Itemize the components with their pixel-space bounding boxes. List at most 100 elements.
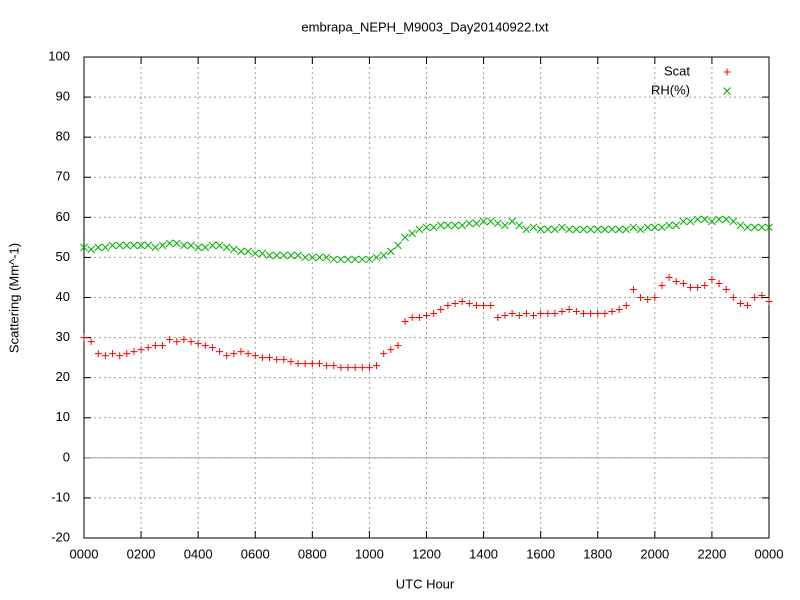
- data-point: [515, 221, 524, 230]
- data-point: [287, 358, 295, 366]
- data-point: [665, 273, 673, 281]
- data-point: [687, 283, 695, 291]
- y-tick-label: 100: [48, 48, 70, 63]
- data-point: [494, 314, 502, 322]
- y-tick-label: 30: [56, 329, 70, 344]
- data-point: [216, 348, 224, 356]
- y-axis-label: Scattering (Mm^-1): [6, 243, 21, 353]
- data-point: [522, 310, 530, 318]
- data-point: [694, 283, 702, 291]
- data-point: [465, 219, 474, 228]
- data-point: [280, 356, 288, 364]
- data-point: [116, 352, 124, 360]
- data-point: [294, 251, 302, 260]
- data-point: [351, 255, 359, 264]
- data-point: [208, 344, 216, 352]
- data-point: [251, 352, 259, 360]
- data-point: [615, 306, 623, 314]
- data-point: [144, 241, 153, 250]
- data-point: [80, 243, 88, 252]
- legend-label: RH(%): [651, 82, 690, 97]
- x-tick-label: 0000: [755, 546, 784, 561]
- data-point: [401, 318, 409, 326]
- data-point: [751, 294, 759, 301]
- data-point: [758, 291, 766, 299]
- data-point: [650, 223, 659, 232]
- data-point: [229, 245, 238, 254]
- data-point: [480, 302, 488, 310]
- data-point: [672, 277, 680, 285]
- data-point: [472, 302, 480, 310]
- data-point: [258, 354, 266, 362]
- y-tick-label: 90: [56, 89, 70, 104]
- data-point: [237, 247, 245, 256]
- data-point: [544, 310, 552, 318]
- data-point: [337, 364, 345, 372]
- data-point: [258, 249, 267, 258]
- data-point: [758, 223, 766, 232]
- data-point: [458, 298, 466, 306]
- x-tick-label: 0800: [298, 546, 327, 561]
- data-point: [444, 221, 452, 230]
- data-point: [266, 354, 274, 362]
- x-tick-label: 0600: [241, 546, 270, 561]
- data-point: [137, 346, 145, 354]
- data-point: [451, 300, 459, 308]
- data-point: [151, 342, 159, 350]
- data-point: [166, 336, 174, 344]
- y-tick-label: -10: [51, 489, 70, 504]
- data-point: [436, 221, 445, 230]
- data-point: [415, 314, 423, 322]
- data-point: [558, 223, 566, 232]
- data-point: [543, 225, 552, 234]
- data-point: [373, 362, 381, 370]
- data-point: [287, 251, 295, 260]
- data-point: [658, 281, 666, 289]
- data-point: [144, 344, 152, 352]
- data-point: [201, 243, 210, 252]
- data-point: [722, 215, 731, 224]
- data-point: [230, 350, 238, 358]
- data-point: [622, 225, 631, 234]
- data-point: [194, 340, 202, 348]
- data-point: [529, 223, 538, 232]
- legend-label: Scat: [664, 63, 690, 78]
- data-point: [301, 253, 310, 262]
- data-point: [715, 215, 723, 224]
- data-point: [437, 306, 445, 314]
- data-point: [87, 338, 95, 346]
- data-point: [430, 310, 438, 318]
- data-point: [151, 243, 160, 252]
- data-point: [665, 221, 673, 230]
- data-point: [351, 364, 359, 372]
- data-point: [173, 338, 181, 346]
- data-point: [380, 350, 388, 358]
- data-point: [765, 298, 773, 306]
- y-tick-label: 10: [56, 409, 70, 424]
- x-tick-label: 1600: [526, 546, 555, 561]
- data-point: [387, 346, 395, 354]
- data-point: [658, 223, 666, 232]
- data-point: [579, 225, 588, 234]
- data-point: [622, 302, 630, 310]
- data-point: [629, 223, 638, 232]
- data-point: [180, 241, 188, 250]
- data-point: [344, 255, 352, 264]
- data-point: [180, 336, 188, 344]
- y-tick-label: 20: [56, 369, 70, 384]
- data-point: [379, 251, 388, 260]
- data-point: [708, 275, 716, 283]
- data-point: [237, 348, 245, 356]
- data-point: [301, 360, 309, 368]
- data-point: [679, 279, 687, 287]
- y-tick-label: 0: [63, 449, 70, 464]
- data-point: [408, 314, 416, 322]
- data-point: [522, 225, 531, 234]
- data-point: [372, 253, 381, 262]
- data-point: [251, 249, 260, 258]
- y-tick-label: 70: [56, 169, 70, 184]
- data-point: [344, 364, 352, 372]
- data-point: [122, 241, 131, 250]
